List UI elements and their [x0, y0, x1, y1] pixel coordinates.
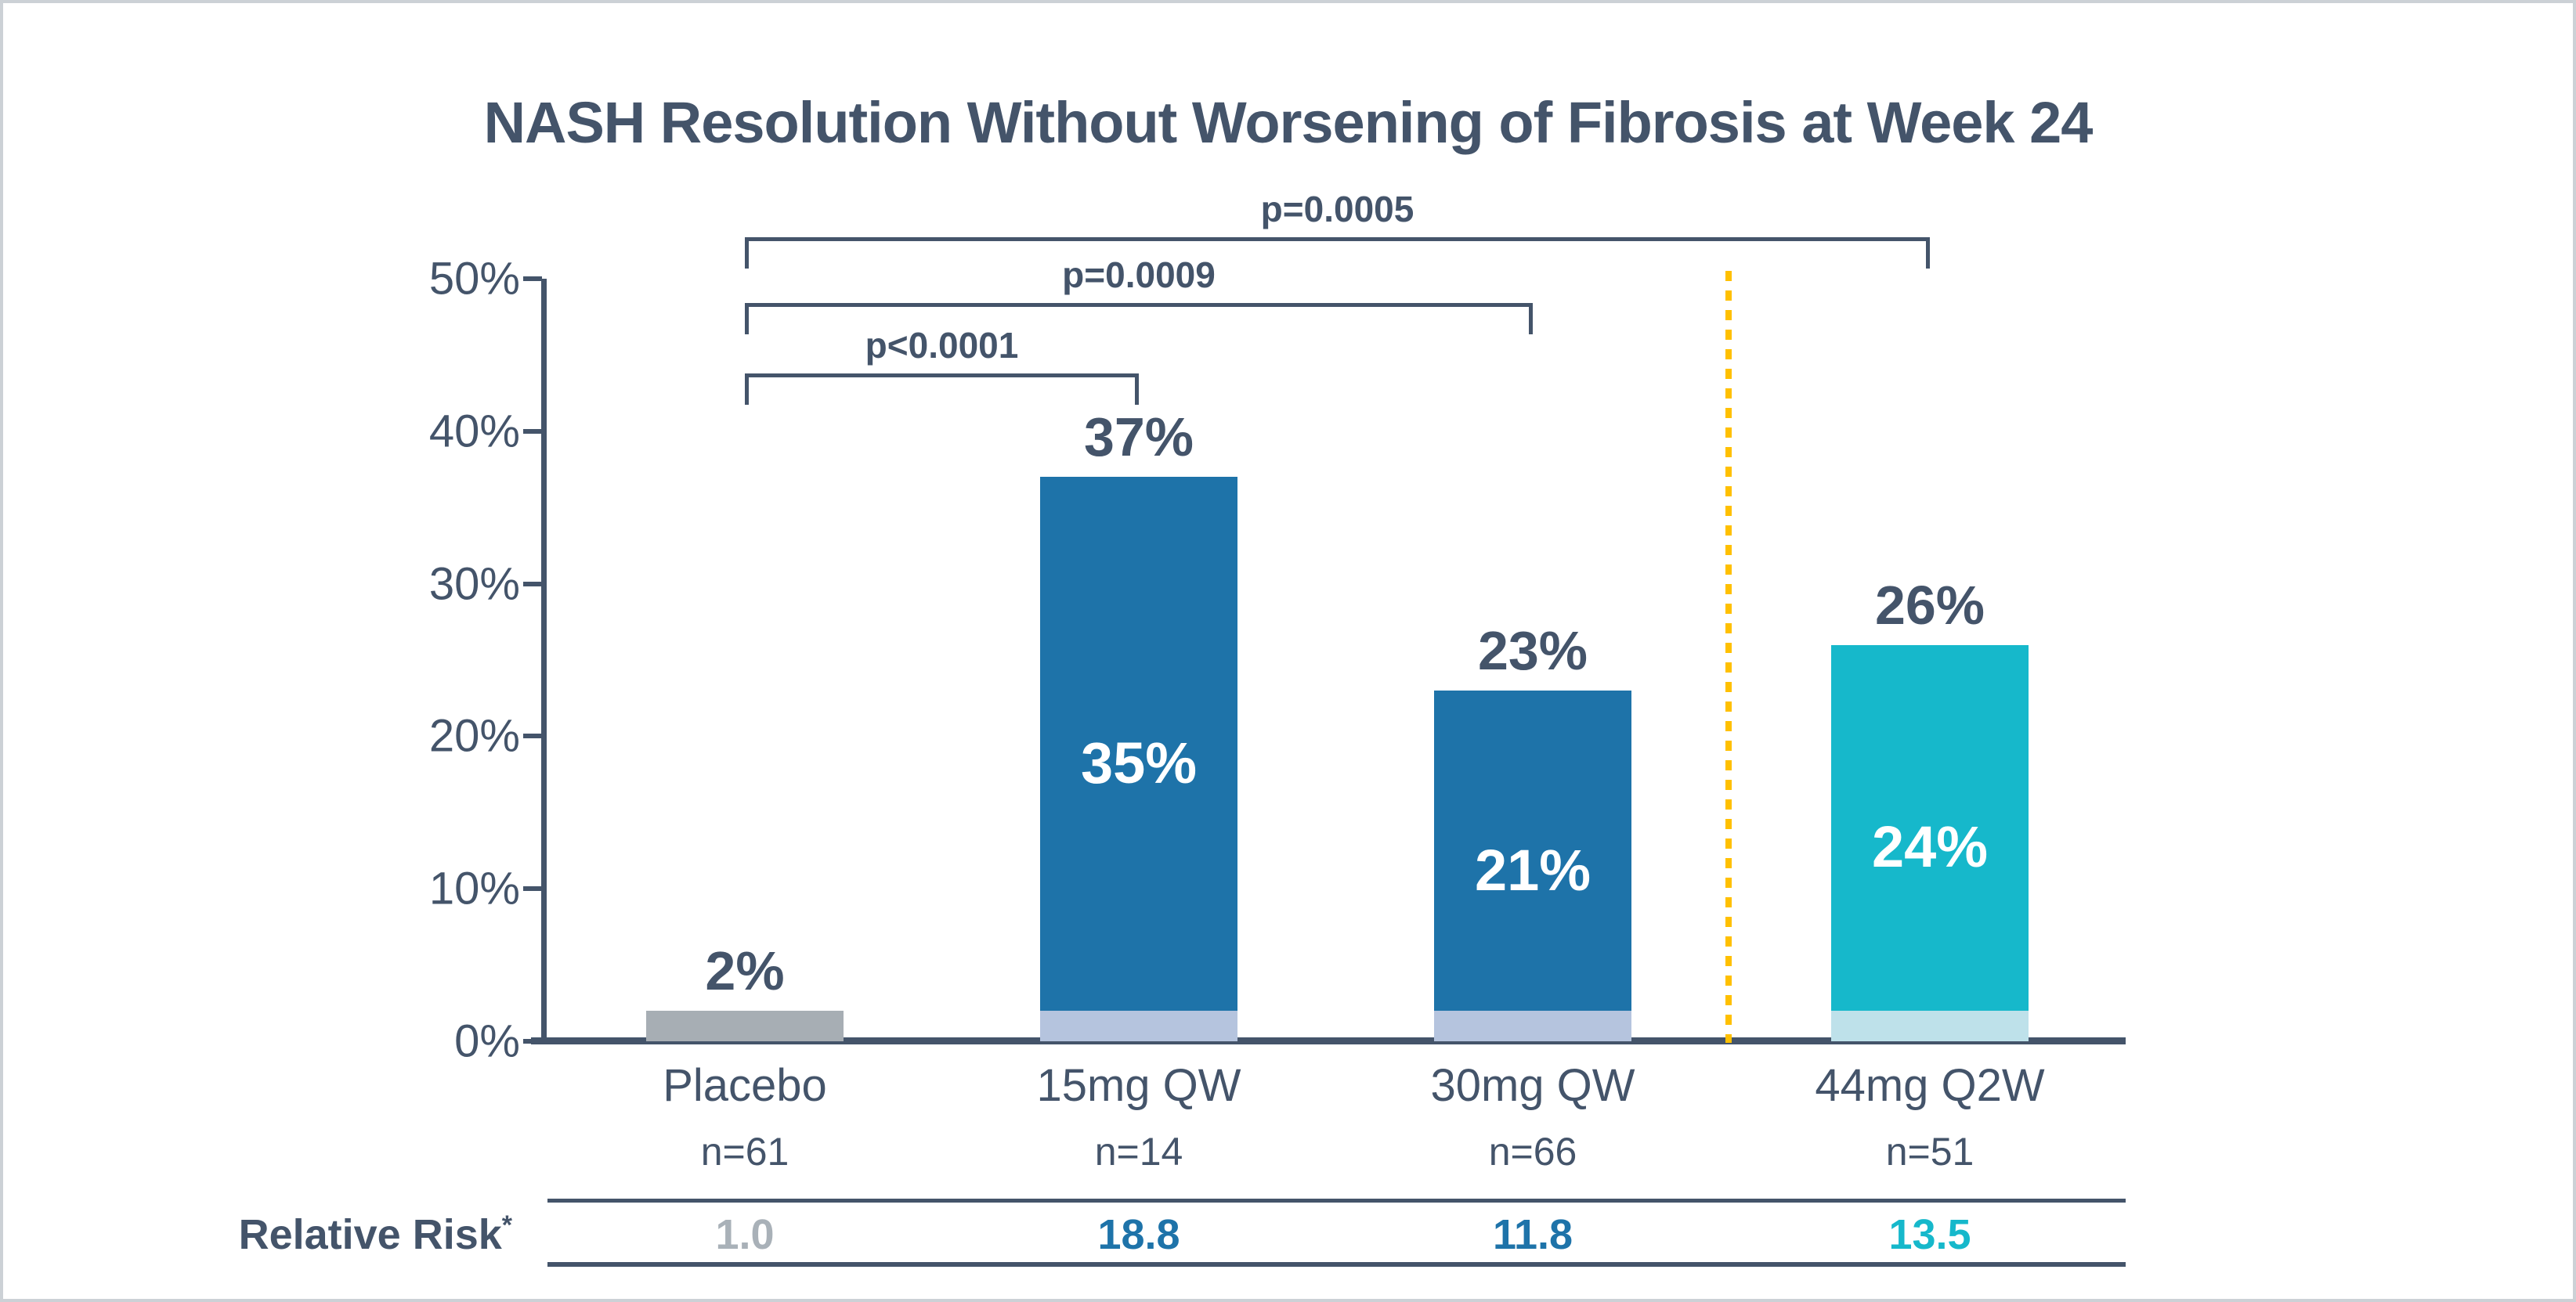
category-label: 30mg QW: [1430, 1060, 1635, 1111]
y-tick-mark: [523, 734, 542, 738]
x-axis-line: [531, 1037, 2126, 1044]
bar-main-segment: [646, 1011, 844, 1041]
relative-risk-value: 11.8: [1492, 1211, 1573, 1258]
bar-main-segment: [1831, 644, 2029, 1012]
bar-inner-label: 35%: [1080, 730, 1198, 796]
significance-label-0001: p<0.0001: [865, 325, 1019, 366]
bar-inner-label: 24%: [1871, 814, 1989, 880]
sample-size-label: n=66: [1488, 1130, 1577, 1174]
relative-risk-row-label: Relative Risk*: [199, 1212, 512, 1256]
relative-risk-table-bottom-line: [547, 1262, 2126, 1267]
chart-title: NASH Resolution Without Worsening of Fib…: [483, 90, 2094, 155]
y-tick-mark: [523, 1039, 542, 1044]
bar-main-segment: [1040, 477, 1237, 1012]
significance-label-0005: p=0.0005: [1260, 189, 1414, 229]
significance-bracket-0001: [745, 373, 1139, 405]
bar-column: 23% 21% 30mg QW n=66: [1430, 279, 1635, 1171]
bar-total-label: 37%: [1083, 406, 1194, 468]
category-label: Placebo: [663, 1060, 827, 1111]
y-tick-label: 10%: [428, 863, 520, 914]
bar-base-segment: [1831, 1011, 2029, 1041]
y-tick-label: 0%: [454, 1015, 520, 1067]
significance-label-0009: p=0.0009: [1062, 254, 1216, 295]
y-tick-mark: [523, 429, 542, 434]
sample-size-label: n=14: [1094, 1130, 1183, 1174]
bar-total-label: 23%: [1477, 619, 1588, 681]
bar-inner-label: [646, 1030, 844, 1061]
bar-column: 26% 24% 44mg Q2W n=51: [1815, 279, 2044, 1171]
relative-risk-asterisk: *: [501, 1210, 512, 1240]
bar-main-segment: [1434, 690, 1631, 1012]
relative-risk-value: 13.5: [1888, 1211, 1971, 1258]
bar-column: 37% 35% 15mg QW n=14: [1036, 279, 1241, 1171]
bar-column: 2% Placebo n=61: [646, 279, 844, 1171]
significance-bracket-0009: [745, 303, 1533, 334]
relative-risk-value: 18.8: [1097, 1211, 1180, 1258]
y-tick-label: 20%: [428, 710, 520, 762]
y-tick-mark: [523, 582, 542, 586]
relative-risk-label-text: Relative Risk: [238, 1211, 502, 1258]
y-axis-line: [541, 279, 547, 1044]
y-tick-label: 30%: [428, 558, 520, 610]
bar-base-segment: [1434, 1011, 1631, 1041]
bar-total-label: 2%: [705, 940, 785, 1002]
y-tick-mark: [523, 886, 542, 891]
category-label: 44mg Q2W: [1815, 1060, 2045, 1111]
dashed-divider-line: [1725, 271, 1732, 1043]
y-tick-label: 50%: [428, 253, 520, 305]
category-label: 15mg QW: [1036, 1060, 1241, 1111]
relative-risk-value: 1.0: [715, 1211, 775, 1258]
y-tick-label: 40%: [428, 406, 520, 457]
sample-size-label: n=51: [1885, 1130, 1974, 1174]
bar-base-segment: [1040, 1011, 1237, 1041]
bar-inner-label: 21%: [1474, 837, 1591, 903]
sample-size-label: n=61: [700, 1130, 789, 1174]
relative-risk-table-top-line: [547, 1199, 2126, 1203]
bar-total-label: 26%: [1874, 574, 1985, 636]
y-tick-mark: [523, 276, 542, 281]
significance-bracket-0005: [745, 237, 1930, 269]
